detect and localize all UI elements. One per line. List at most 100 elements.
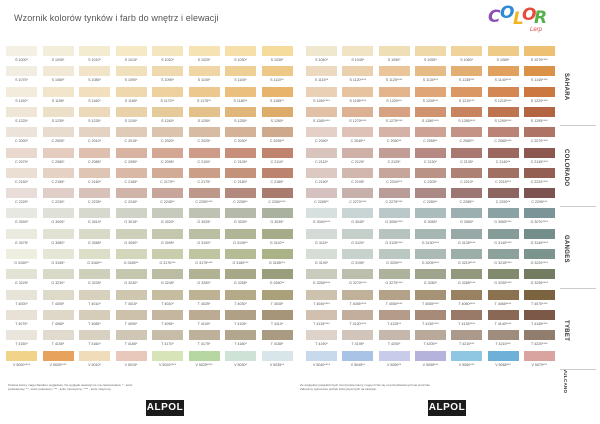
swatch-code: T 4065**** [494,301,512,306]
color-swatch [487,188,519,199]
group-divider [560,368,596,370]
color-swatch [523,188,555,199]
swatch-code: S 1045* [351,58,365,62]
swatch-code: V 5070*** [531,362,548,367]
swatch-code: G 3175**** [195,261,213,265]
group-label-tybet: TYBET [563,319,569,341]
color-swatch [79,228,110,239]
swatch-code: T 4000* [15,301,28,306]
swatch-code: C 2100* [197,159,211,164]
color-swatch [115,106,147,117]
color-swatch [487,147,519,158]
color-swatch [523,249,555,259]
swatch-code: S 1235* [88,118,101,123]
color-swatch [378,46,410,56]
color-swatch [42,46,74,56]
swatch-code: G 3050**** [385,220,403,225]
swatch-code: G 3240* [124,281,138,286]
swatch-code: C 2005* [51,139,65,144]
color-swatch [414,86,446,97]
color-swatch [42,350,74,361]
swatch-code: G 3290**** [494,281,512,286]
swatch-code: T 4005* [51,301,65,306]
swatch-code: S 1225* [15,118,28,123]
swatch-code: S 1285**** [458,118,476,123]
group-label-sahara: SAHARA [563,72,569,101]
swatch-code: G 3095* [160,240,175,245]
color-swatch [378,208,410,219]
swatch-code: S 1255* [234,118,247,123]
swatch-code: G 3075* [14,240,29,245]
swatch-code: G 3015* [124,220,138,225]
color-swatch [79,350,110,361]
swatch-row: T 4075* T 4080* T 4085* T 4090* T 4095* T 410… [6,309,566,330]
color-swatch [6,208,37,219]
color-swatch [6,86,37,97]
swatch-code: S 1130*** [422,78,439,83]
color-swatch [152,350,183,361]
color-swatch [523,66,555,77]
swatch-code: T 4145**** [530,321,548,326]
swatch-code: S 1005* [51,58,65,62]
color-swatch [188,127,220,138]
swatch-code: G 3280* [423,281,437,286]
swatch-code: G 3130**** [421,240,440,245]
color-swatch [115,309,147,320]
group-divider [560,206,596,208]
swatch-code: V 5065*** [495,362,511,367]
color-swatch [42,127,74,138]
swatch-code: G 3120* [351,240,365,245]
swatch-code: S 1275**** [385,118,403,123]
color-swatch [152,147,183,158]
swatch-code: T 4200* [387,342,401,347]
color-swatch [79,127,110,138]
color-swatch [225,269,256,280]
swatch-code: C 2230* [51,200,65,205]
swatch-row: T 4150* T 4155* T 4160* T 4165* T 4170* T 417… [6,330,566,350]
swatch-code: T 4195* [351,342,365,347]
swatch-code: S 1100* [197,78,211,83]
swatch-code: S 1240* [124,118,138,123]
color-swatch [523,269,555,280]
logo-letter: O [500,3,515,23]
logo-letter: O [522,5,537,25]
swatch-code: S 1205*** [422,98,439,103]
swatch-code: G 3205**** [421,261,440,265]
color-swatch [261,269,293,280]
color-swatch [225,147,256,158]
color-swatch [523,309,555,320]
color-swatch [79,86,110,97]
alpol-logo-right: ALPOL [428,400,466,416]
group-divider [560,125,596,127]
swatch-row: C 2000* C 2005* C 2010* C 2015* C 2020* C 202… [6,127,566,147]
color-swatch [225,188,256,199]
color-swatch [451,86,483,97]
color-swatch [261,289,293,300]
color-swatch [261,106,293,117]
color-swatch [42,147,74,158]
color-swatch [523,46,555,56]
color-swatch [152,249,183,259]
swatch-code: C 2245** [160,200,175,205]
color-swatch [487,106,519,117]
swatch-code: T 4115**** [313,321,330,326]
color-swatch [451,46,483,56]
color-swatch [414,106,446,117]
swatch-code: C 2280** [423,200,438,205]
swatch-code: S 1195**** [349,98,367,103]
color-swatch [342,289,374,300]
swatch-code: C 2270**** [349,200,367,205]
swatch-code: S 1125**** [385,78,403,83]
color-swatch [523,208,555,219]
swatch-code: C 2145**** [530,159,548,164]
group-label-ganges: GANGES [563,235,569,263]
swatch-row: V 5000**** V 5005**** V 5010* V 5015* V 5020… [6,350,566,371]
swatch-code: S 1180** [233,98,248,103]
swatch-code: T 4070**** [530,301,548,306]
color-swatch [42,167,74,178]
color-swatch [152,66,183,77]
color-swatch [306,350,337,361]
swatch-code: T 4135**** [458,321,476,326]
color-swatch [414,309,446,320]
swatch-code: V 5010* [88,362,101,367]
